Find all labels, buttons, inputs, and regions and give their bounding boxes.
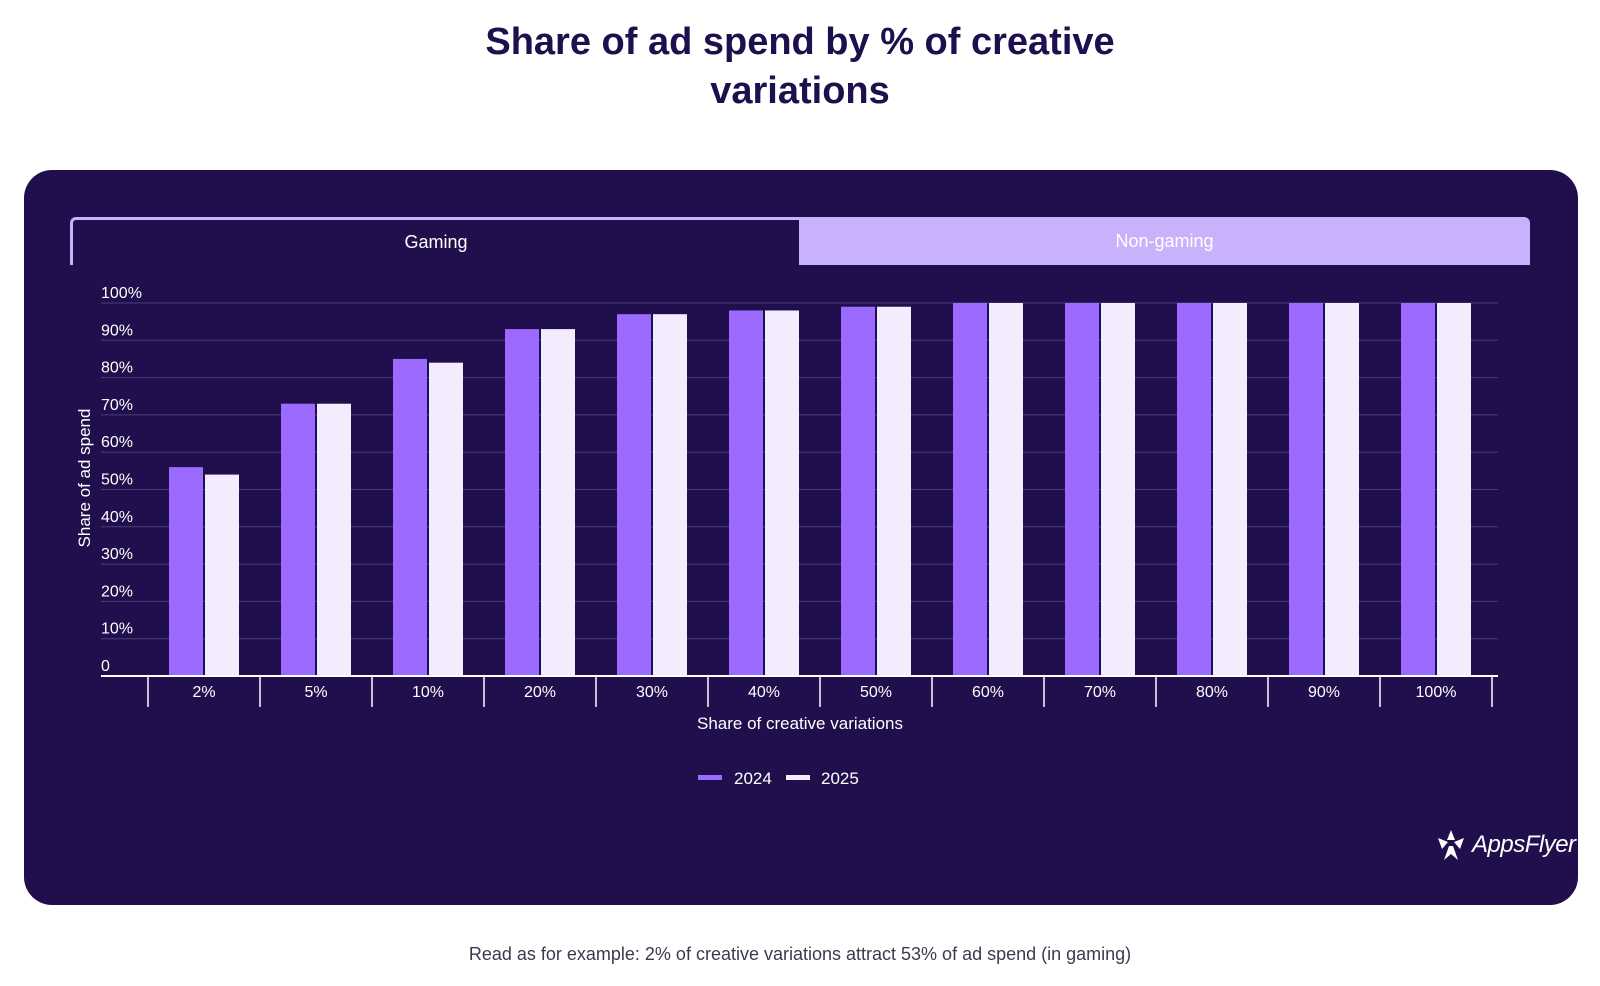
bar-2024	[841, 306, 875, 676]
x-tick-label: 20%	[524, 684, 556, 701]
x-tick-label: 5%	[304, 684, 327, 701]
footnote: Read as for example: 2% of creative vari…	[468, 944, 1132, 964]
legend-swatch-2024	[698, 775, 722, 780]
bar-2024	[1289, 303, 1323, 676]
x-tick-label: 80%	[1196, 684, 1228, 701]
x-tick-label: 90%	[1308, 684, 1340, 701]
bar-2025	[429, 362, 463, 676]
bar-2024	[617, 314, 651, 676]
bar-2025	[541, 329, 575, 676]
y-tick-label: 90%	[101, 322, 133, 339]
x-tick-label: 50%	[860, 684, 892, 701]
bar-2025	[1101, 303, 1135, 676]
y-tick-label: 50%	[101, 472, 133, 489]
brand-name: AppsFlyer	[1472, 831, 1576, 858]
legend-swatch-2025	[786, 775, 810, 780]
y-tick-label: 100%	[101, 285, 142, 302]
x-tick-label: 40%	[748, 684, 780, 701]
y-tick-label: 0	[101, 658, 110, 675]
bar-2024	[1177, 303, 1211, 676]
legend-label-2024: 2024	[734, 769, 772, 788]
bar-chart: 0 10% 20% 30% 40% 50% 60% 70% 80% 90% 100% 2% 5% 10% 2…	[75, 285, 1498, 788]
chart-title-line-2: variations	[710, 70, 890, 112]
bar-2025	[877, 306, 911, 676]
tab-gaming[interactable]: Gaming	[70, 217, 799, 265]
y-axis-title: Share of ad spend	[75, 409, 94, 548]
x-tick-label: 60%	[972, 684, 1004, 701]
bar-2024	[1065, 303, 1099, 676]
y-tick-label: 40%	[101, 509, 133, 526]
x-tick-label: 10%	[412, 684, 444, 701]
bar-2025	[989, 303, 1023, 676]
x-tick-label: 70%	[1084, 684, 1116, 701]
bar-2025	[765, 310, 799, 676]
bar-2025	[317, 403, 351, 676]
x-tick-label: 2%	[192, 684, 215, 701]
bar-2024	[393, 358, 427, 676]
bar-2025	[1437, 303, 1471, 676]
bar-2024	[505, 329, 539, 676]
bar-2025	[1213, 303, 1247, 676]
y-tick-label: 20%	[101, 583, 133, 600]
x-tick-label: 30%	[636, 684, 668, 701]
segment-tabs: Gaming Non-gaming	[70, 217, 1530, 265]
chart-title-line-1: Share of ad spend by % of creative	[485, 21, 1115, 63]
bar-2025	[1325, 303, 1359, 676]
bar-2024	[729, 310, 763, 676]
bar-2024	[953, 303, 987, 676]
legend-label-2025: 2025	[821, 769, 859, 788]
bar-2025	[653, 314, 687, 676]
y-tick-label: 60%	[101, 434, 133, 451]
appsflyer-logo-icon	[1438, 830, 1464, 860]
appsflyer-logo: AppsFlyer	[1434, 828, 1576, 862]
chart-card: Gaming Non-gaming 0 10% 20% 30% 40% 50% 60% 70%…	[24, 170, 1578, 905]
x-axis-title: Share of creative variations	[697, 714, 903, 733]
bar-2025	[205, 474, 239, 676]
bar-2024	[1401, 303, 1435, 676]
x-tick-label: 100%	[1416, 684, 1457, 701]
y-tick-label: 30%	[101, 546, 133, 563]
tab-non-gaming[interactable]: Non-gaming	[799, 217, 1530, 265]
y-tick-label: 10%	[101, 621, 133, 638]
bar-2024	[281, 403, 315, 676]
y-tick-label: 80%	[101, 360, 133, 377]
y-tick-label: 70%	[101, 397, 133, 414]
chart-title: Share of ad spend by % of creative varia…	[0, 18, 1600, 116]
bar-2024	[169, 467, 203, 676]
